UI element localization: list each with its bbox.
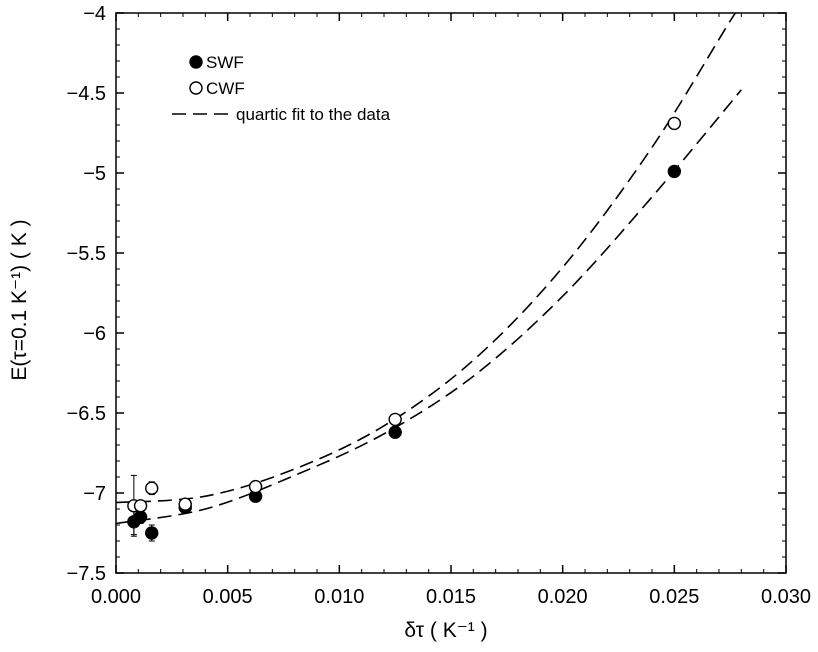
y-tick-label: −7 bbox=[83, 483, 106, 505]
fit-curve-swf bbox=[116, 89, 742, 525]
y-tick-label: −5.5 bbox=[67, 243, 106, 265]
y-axis-ticks: −7.5 −7 −6.5 −6 −5.5 −5 −4.5 −4 bbox=[67, 3, 786, 585]
x-tick-label: 0.000 bbox=[91, 586, 141, 608]
legend-label: SWF bbox=[206, 53, 244, 72]
swf-point bbox=[667, 164, 682, 179]
cwf-point bbox=[133, 499, 148, 513]
legend-label: quartic fit to the data bbox=[236, 105, 391, 124]
legend: SWF CWF quartic fit to the data bbox=[172, 53, 391, 124]
swf-point bbox=[145, 526, 159, 540]
y-tick-label: −4 bbox=[83, 3, 106, 25]
error-bars bbox=[130, 119, 678, 542]
y-tick-label: −6 bbox=[83, 323, 106, 345]
fit-curve-cwf bbox=[116, 13, 737, 504]
cwf-point bbox=[388, 412, 402, 427]
y-tick-label: −6.5 bbox=[67, 403, 106, 425]
cwf-point bbox=[178, 497, 192, 511]
x-tick-label: 0.010 bbox=[314, 586, 364, 608]
legend-cwf-marker bbox=[189, 81, 203, 95]
y-axis-title: E(τ=0.1 K⁻¹) ( K ) bbox=[8, 219, 31, 380]
legend-swf-marker bbox=[189, 55, 203, 69]
data-points bbox=[127, 116, 682, 540]
swf-point bbox=[388, 425, 402, 439]
x-tick-label: 0.025 bbox=[649, 586, 699, 608]
x-tick-label: 0.020 bbox=[538, 586, 588, 608]
swf-point bbox=[133, 510, 148, 524]
y-tick-label: −4.5 bbox=[67, 83, 106, 105]
y-tick-label: −7.5 bbox=[67, 563, 106, 585]
cwf-point bbox=[667, 116, 682, 131]
x-tick-label: 0.030 bbox=[761, 586, 811, 608]
y-tick-label: −5 bbox=[83, 163, 106, 185]
x-axis-ticks: 0.000 0.005 0.010 0.015 0.020 0.025 0.030 bbox=[91, 13, 811, 608]
cwf-point bbox=[248, 479, 263, 494]
x-tick-label: 0.005 bbox=[203, 586, 253, 608]
cwf-point bbox=[145, 481, 159, 495]
legend-label: CWF bbox=[206, 79, 245, 98]
x-tick-label: 0.015 bbox=[426, 586, 476, 608]
fit-curves bbox=[116, 13, 742, 525]
x-axis-title: δτ ( K⁻¹ ) bbox=[404, 619, 487, 642]
